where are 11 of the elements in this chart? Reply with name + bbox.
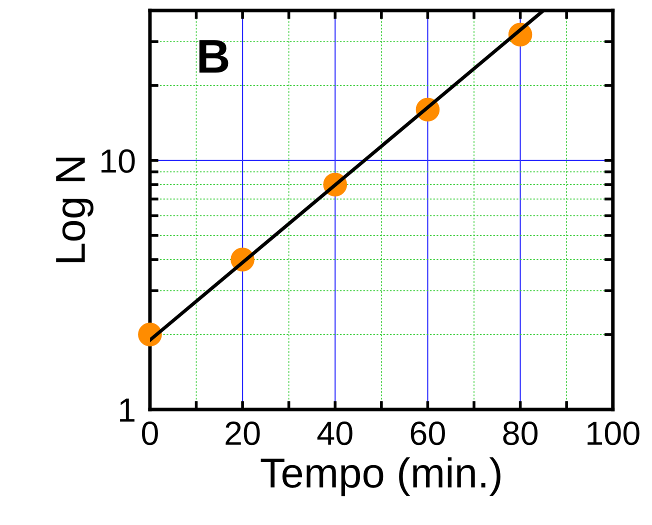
- x-axis-title: Tempo (min.): [260, 457, 500, 496]
- x-tick-label: 60: [410, 421, 445, 446]
- y-axis-title: Log N: [56, 158, 94, 262]
- x-tick-label: 40: [317, 421, 352, 446]
- x-tick-label: 20: [226, 421, 260, 446]
- y-tick-label: 10: [102, 149, 135, 173]
- x-tick-label: 80: [503, 421, 538, 446]
- y-tick-label: 1: [120, 398, 134, 422]
- annotation: B: [199, 40, 228, 73]
- x-tick-label: 0: [142, 421, 158, 446]
- x-tick-label: 100: [588, 421, 640, 446]
